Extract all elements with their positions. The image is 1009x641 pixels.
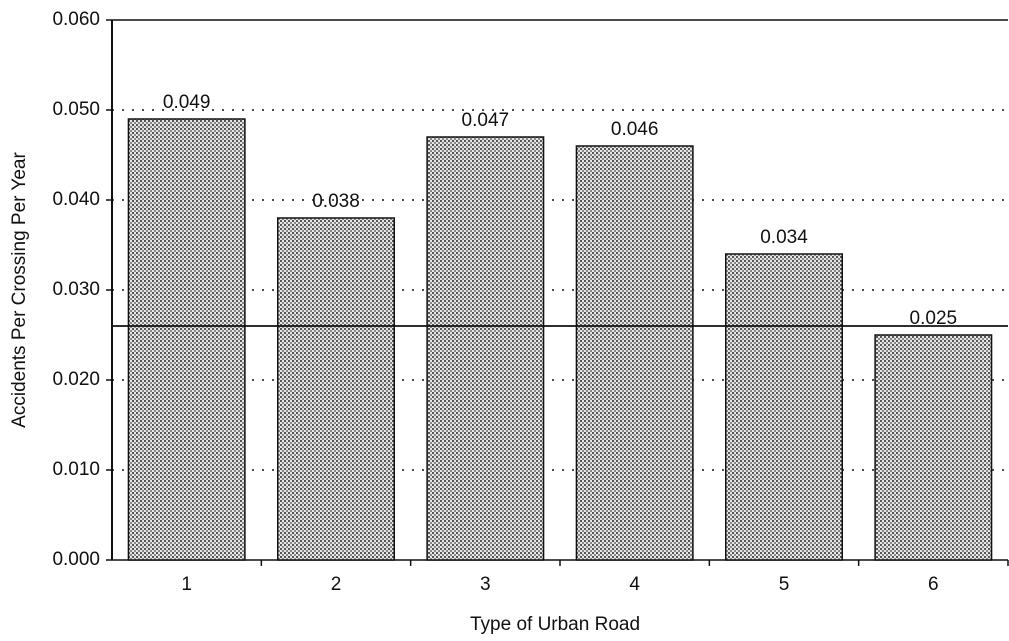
data-label: 0.034 — [760, 227, 808, 248]
y-tick-label: 0.020 — [52, 369, 100, 390]
bar — [426, 136, 545, 561]
data-label: 0.038 — [312, 191, 360, 212]
x-tick-label: 6 — [928, 574, 939, 595]
data-label: 0.046 — [611, 119, 659, 140]
x-axis-label: Type of Urban Road — [470, 614, 640, 635]
y-tick-label: 0.050 — [52, 99, 100, 120]
bar — [277, 217, 395, 561]
data-label: 0.025 — [910, 308, 958, 329]
y-tick-label: 0.010 — [52, 459, 100, 480]
bar — [127, 118, 246, 561]
x-tick-label: 1 — [181, 574, 192, 595]
y-tick-label: 0.030 — [52, 279, 100, 300]
x-tick-label: 3 — [480, 574, 491, 595]
x-tick-label: 2 — [331, 574, 342, 595]
bar — [575, 145, 694, 561]
y-tick-label: 0.040 — [52, 189, 100, 210]
data-label: 0.049 — [163, 92, 211, 113]
y-axis-label: Accidents Per Crossing Per Year — [9, 152, 30, 428]
y-tick-label: 0.060 — [52, 9, 100, 30]
bar — [874, 334, 993, 561]
data-label: 0.047 — [462, 110, 510, 131]
y-tick-label: 0.000 — [52, 549, 100, 570]
x-tick-label: 4 — [629, 574, 640, 595]
x-tick-label: 5 — [779, 574, 790, 595]
bar — [725, 253, 843, 561]
